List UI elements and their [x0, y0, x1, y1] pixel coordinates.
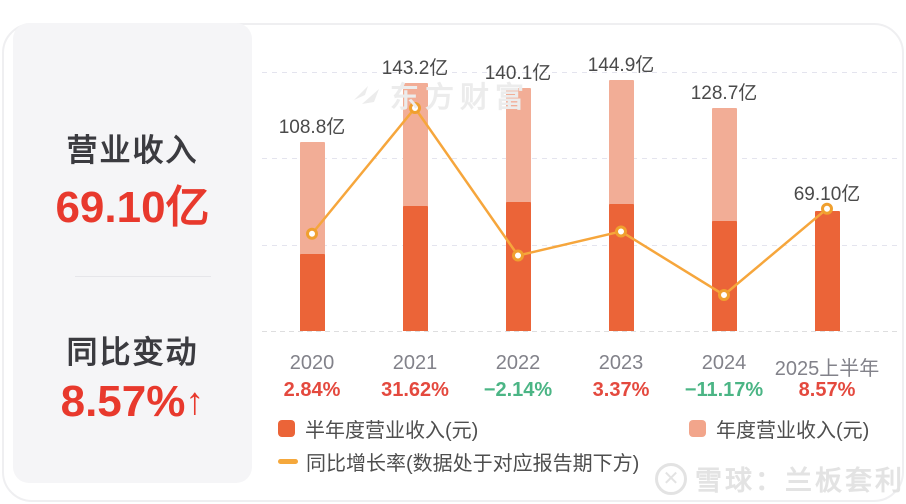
bar-value-label-2020: 108.8亿: [278, 117, 346, 139]
bar-value-label-2023: 144.9亿: [587, 54, 655, 76]
x-axis-label-2025上半年: 2025上半年: [774, 358, 880, 380]
source-watermark: ✕ 雪球：兰板套利: [655, 459, 905, 498]
legend-label: 年度营业收入(元): [716, 420, 870, 442]
legend-label: 半年度营业收入(元): [305, 420, 479, 442]
gridline: [262, 158, 900, 159]
bar-value-label-2021: 143.2亿: [381, 57, 449, 79]
gridline: [262, 245, 900, 246]
half-year-revenue-bar-2023: [608, 204, 634, 331]
x-axis-label-2023: 2023: [598, 352, 644, 374]
half-year-revenue-bar-2021: [402, 206, 428, 331]
growth-rate-label-2024: −11.17%: [684, 379, 764, 401]
change-value-text: 8.57%: [60, 377, 186, 426]
growth-rate-label-2023: 3.37%: [592, 379, 650, 401]
bar-value-label-2022: 140.1亿: [484, 63, 552, 85]
revenue-metric-value: 69.10亿: [55, 183, 210, 232]
summary-panel: 营业收入 69.10亿 同比变动 8.57%↑: [13, 23, 252, 483]
half-year-revenue-bar-2025上半年: [814, 211, 840, 331]
source-watermark-text: 雪球：兰板套利: [695, 466, 905, 496]
half-year-revenue-bar-2022: [505, 202, 531, 331]
up-arrow-icon: ↑: [185, 381, 205, 423]
x-axis-line: [262, 331, 900, 332]
growth-rate-label-2025上半年: 8.57%: [798, 379, 856, 401]
change-metric-label: 同比变动: [66, 335, 199, 370]
growth-rate-label-2020: 2.84%: [283, 379, 341, 401]
half-year-revenue-bar-2024: [711, 220, 737, 331]
legend-item-annual-revenue[interactable]: 年度营业收入(元): [689, 414, 869, 443]
growth-line-swatch-icon: [278, 459, 298, 464]
xueqiu-logo-icon: ✕: [655, 462, 687, 495]
growth-rate-label-2022: −2.14%: [483, 379, 553, 401]
revenue-metric-label: 营业收入: [66, 133, 199, 168]
half-year-swatch-icon: [278, 420, 295, 437]
card-border: [2, 23, 904, 502]
bar-value-label-2025上半年: 69.10亿: [793, 183, 861, 205]
x-axis-label-2022: 2022: [495, 352, 541, 374]
half-year-revenue-bar-2020: [299, 253, 325, 331]
panel-divider: [75, 276, 211, 277]
legend-item-growth-rate[interactable]: 同比增长率(数据处于对应报告期下方): [278, 447, 639, 476]
legend-item-half-year-revenue[interactable]: 半年度营业收入(元): [278, 414, 478, 443]
annual-swatch-icon: [689, 420, 706, 437]
gridline: [262, 72, 900, 73]
x-axis-label-2020: 2020: [289, 352, 335, 374]
x-axis-label-2021: 2021: [392, 352, 438, 374]
bar-value-label-2024: 128.7亿: [690, 82, 758, 104]
change-metric-value: 8.57%↑: [13, 377, 252, 427]
x-axis-label-2024: 2024: [701, 352, 747, 374]
legend-label: 同比增长率(数据处于对应报告期下方): [306, 453, 640, 475]
growth-rate-label-2021: 31.62%: [381, 379, 449, 401]
